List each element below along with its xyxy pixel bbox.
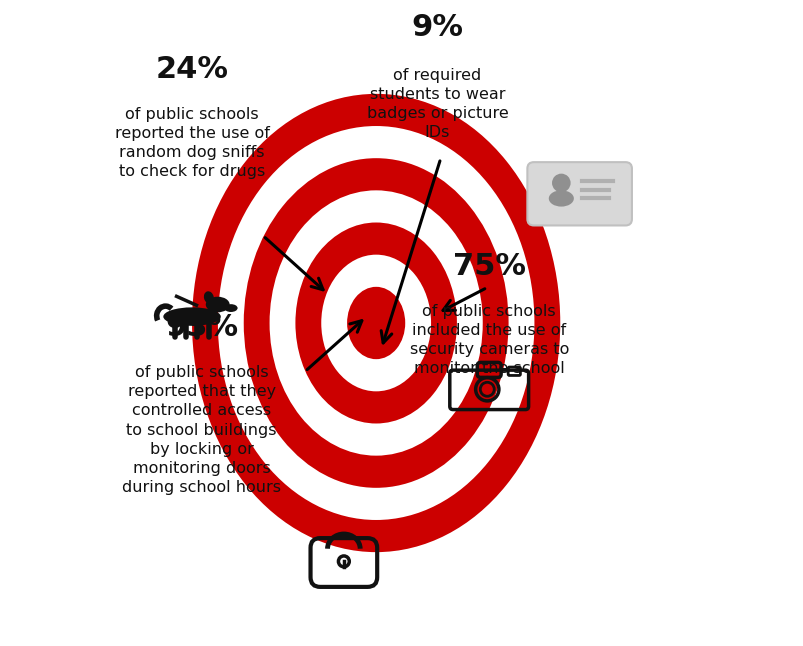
Circle shape [552,174,570,193]
Text: 9%: 9% [411,13,463,42]
Ellipse shape [206,297,230,312]
Ellipse shape [192,94,560,552]
Ellipse shape [548,191,573,207]
Ellipse shape [321,255,430,391]
Ellipse shape [347,287,405,359]
Text: 24%: 24% [155,55,228,84]
Ellipse shape [204,291,214,304]
Ellipse shape [269,191,482,455]
Text: 93%: 93% [165,313,238,342]
Text: of public schools
included the use of
security cameras to
monitor the school: of public schools included the use of se… [409,304,569,376]
Text: of public schools
reported the use of
random dog sniffs
to check for drugs: of public schools reported the use of ra… [115,107,269,179]
Text: of required
students to wear
badges or picture
IDs: of required students to wear badges or p… [366,68,507,140]
Ellipse shape [243,158,508,488]
Ellipse shape [295,222,456,424]
Text: 75%: 75% [452,252,525,281]
Text: of public schools
reported that they
controlled access
to school buildings
by lo: of public schools reported that they con… [122,365,281,495]
Ellipse shape [224,304,238,312]
Ellipse shape [163,307,221,326]
FancyBboxPatch shape [527,162,631,225]
Ellipse shape [218,126,534,520]
